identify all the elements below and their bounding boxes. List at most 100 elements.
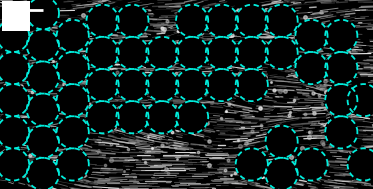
Polygon shape [266,5,298,37]
Polygon shape [206,5,238,37]
Point [232,171,238,174]
Point [307,130,313,133]
Polygon shape [0,20,29,52]
Polygon shape [57,52,89,84]
Polygon shape [27,0,59,29]
Polygon shape [27,29,59,61]
Point [47,36,53,39]
Point [287,150,293,153]
Point [300,146,305,149]
Point [46,68,52,71]
Point [257,106,263,109]
Point [310,91,316,94]
Polygon shape [325,52,357,84]
Point [192,102,198,105]
Polygon shape [236,5,268,37]
Polygon shape [0,116,29,148]
Polygon shape [295,148,327,180]
Point [66,18,72,21]
Point [226,103,232,106]
Point [123,60,129,63]
Polygon shape [206,69,238,101]
Point [81,81,87,84]
Bar [2,1,30,31]
Point [50,59,56,62]
Point [90,123,96,126]
Point [20,174,26,177]
Point [81,173,87,176]
Point [285,113,291,116]
Point [195,150,201,153]
Polygon shape [87,69,119,101]
Point [254,35,260,38]
Polygon shape [116,37,148,69]
Point [116,18,122,21]
Point [83,40,89,43]
Point [215,60,221,63]
Point [163,168,169,171]
Point [21,77,27,80]
Polygon shape [57,20,89,52]
Point [282,90,288,93]
Point [221,34,227,37]
Point [218,116,224,119]
Point [150,147,156,150]
Point [288,156,294,159]
Point [33,128,39,131]
Polygon shape [57,148,89,180]
Polygon shape [116,101,148,133]
Point [217,31,223,34]
Polygon shape [146,101,178,133]
Point [268,80,274,83]
Point [92,78,98,81]
Point [239,27,245,30]
Point [141,32,147,35]
Point [161,28,167,31]
Point [235,138,241,141]
Point [47,128,53,131]
Point [87,106,93,109]
Point [262,75,268,78]
Point [175,30,181,33]
Point [204,121,210,124]
Point [121,170,127,173]
Point [306,131,312,134]
Point [307,136,313,139]
Point [160,94,166,97]
Point [321,156,327,159]
Point [29,90,35,93]
Point [302,15,308,18]
Point [225,63,231,66]
Point [303,113,308,116]
Point [311,112,317,115]
Point [110,116,116,119]
Point [133,131,139,134]
Point [206,164,211,167]
Point [236,79,242,82]
Point [131,126,137,129]
Polygon shape [27,61,59,94]
Point [286,111,292,114]
Point [87,111,93,114]
Point [210,89,216,92]
Point [51,139,57,142]
Polygon shape [87,5,119,37]
Point [220,40,226,43]
Point [61,82,67,85]
Point [57,77,63,80]
Point [222,168,228,171]
Point [324,163,330,166]
Point [339,120,345,123]
Point [125,148,131,151]
Point [175,157,181,160]
Point [271,88,277,91]
Polygon shape [0,148,29,180]
Point [142,160,148,163]
Point [169,50,175,53]
Point [53,39,59,42]
Point [243,141,249,144]
Polygon shape [176,37,208,69]
Polygon shape [116,5,148,37]
Point [199,31,205,34]
Point [25,70,31,73]
